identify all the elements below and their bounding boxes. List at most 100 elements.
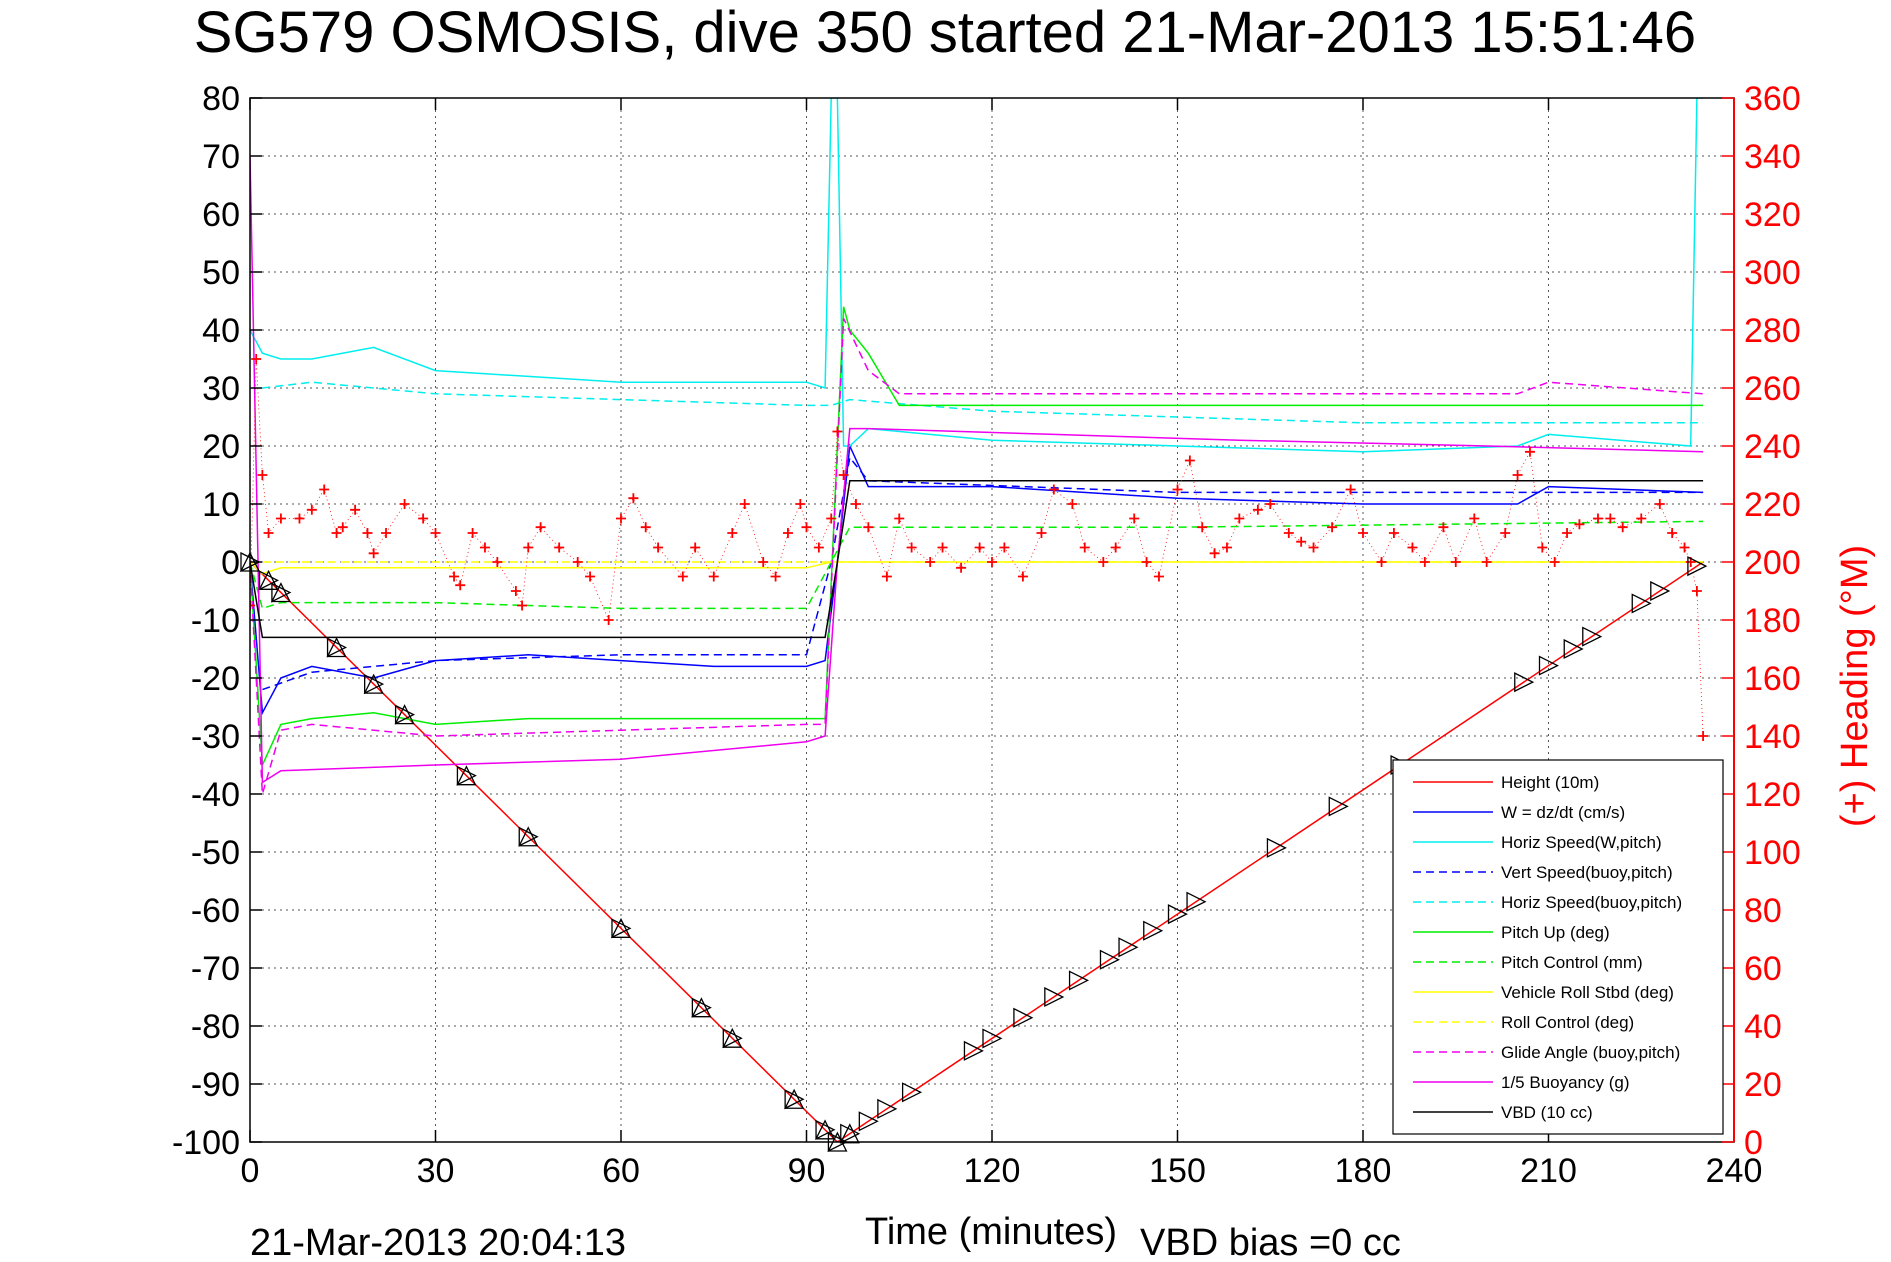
right-y-tick-label: 160 — [1744, 660, 1801, 698]
heading-point — [479, 542, 490, 553]
y-tick-label: 0 — [221, 544, 240, 582]
heading-point — [1358, 528, 1368, 538]
height-marker — [1328, 796, 1349, 817]
heading-point — [294, 513, 305, 524]
heading-point — [1265, 499, 1276, 509]
x-tick-label: 0 — [241, 1152, 260, 1190]
footer-vbd-bias: VBD bias =0 cc — [1140, 1222, 1401, 1262]
heading-point — [467, 528, 478, 538]
heading-point — [832, 426, 843, 437]
y-tick-label: 70 — [202, 138, 240, 176]
series-line-w-dz-dt-cm-s — [250, 443, 1704, 716]
height-marker — [901, 1082, 923, 1103]
heading-point — [974, 542, 985, 553]
right-y-tick-label: 220 — [1744, 486, 1801, 524]
height-marker — [784, 1088, 805, 1109]
heading-point — [337, 522, 348, 533]
series-line-vbd-10-cc — [250, 480, 1704, 639]
heading-point — [1153, 571, 1164, 582]
heading-point — [492, 557, 503, 567]
heading-point — [510, 586, 521, 596]
footer-timestamp: 21-Mar-2013 20:04:13 — [250, 1222, 626, 1262]
x-tick-label: 30 — [417, 1152, 455, 1190]
heading-point — [350, 504, 361, 515]
legend-box — [1392, 759, 1724, 1135]
heading-point — [727, 528, 738, 538]
legend-label: Horiz Speed(buoy,pitch) — [1501, 893, 1682, 912]
legend-label: Vert Speed(buoy,pitch) — [1501, 863, 1673, 882]
heading-point — [925, 557, 936, 567]
heading-point — [1407, 542, 1418, 553]
heading-point — [1636, 513, 1647, 524]
heading-point — [418, 513, 429, 524]
heading-point — [1067, 499, 1078, 509]
heading-point — [1172, 484, 1183, 495]
right-y-tick-label: 280 — [1744, 312, 1801, 350]
height-marker — [1514, 672, 1535, 693]
heading-point — [770, 571, 781, 582]
heading-point — [1481, 557, 1492, 567]
height-marker — [982, 1028, 1003, 1049]
y-tick-label: 10 — [202, 486, 240, 524]
x-tick-label: 120 — [964, 1152, 1021, 1190]
heading-point — [1184, 455, 1195, 466]
x-tick-label: 180 — [1335, 1152, 1392, 1190]
legend-label: Height (10m) — [1501, 773, 1599, 792]
height-marker — [1538, 655, 1559, 676]
heading-point — [306, 504, 317, 515]
heading-point — [628, 493, 639, 504]
y-tick-label: -40 — [191, 776, 240, 814]
height-marker — [1044, 986, 1065, 1008]
heading-point — [826, 513, 837, 524]
height-marker — [394, 704, 416, 725]
height-marker — [840, 1123, 861, 1144]
height-marker — [722, 1027, 743, 1048]
right-y-tick-label: 20 — [1744, 1066, 1782, 1104]
legend-label: VBD (10 cc) — [1501, 1103, 1593, 1122]
y-tick-label: -80 — [191, 1008, 240, 1046]
height-marker — [258, 570, 280, 591]
x-axis-label: Time (minutes) — [865, 1211, 1117, 1253]
series-line-vert-speed-buoy-pitch — [262, 455, 1704, 691]
heading-point — [535, 522, 546, 533]
heading-point — [250, 600, 255, 611]
legend-label: Horiz Speed(W,pitch) — [1501, 833, 1662, 852]
heading-point — [1562, 528, 1573, 538]
heading-point — [1110, 542, 1121, 553]
height-marker — [1186, 891, 1207, 912]
legend-label: Roll Control (deg) — [1501, 1013, 1634, 1032]
heading-point — [1500, 528, 1511, 538]
heading-point — [362, 528, 373, 538]
y-tick-label: -50 — [191, 834, 240, 872]
y-tick-label: 50 — [202, 254, 240, 292]
heading-point — [1234, 513, 1245, 524]
legend-label: W = dz/dt (cm/s) — [1501, 803, 1625, 822]
height-marker — [456, 765, 477, 786]
heading-point — [1388, 528, 1399, 538]
height-marker — [1118, 937, 1139, 958]
heading-point — [1345, 484, 1356, 495]
heading-point — [1438, 522, 1449, 533]
heading-point — [603, 615, 614, 625]
right-y-tick-label: 80 — [1744, 892, 1782, 930]
chart-title: SG579 OSMOSIS, dive 350 started 21-Mar-2… — [194, 0, 1696, 65]
height-marker — [326, 637, 347, 658]
height-marker — [1068, 970, 1090, 991]
legend: Height (10m) W = dz/dt (cm/s) Horiz Speed(… — [1392, 759, 1724, 1135]
heading-point — [1036, 528, 1047, 538]
heading-point — [1667, 528, 1678, 538]
heading-point — [795, 499, 806, 509]
y-tick-label: 40 — [202, 312, 240, 350]
series-line-pitch-control-mm — [250, 520, 1704, 610]
heading-point — [1419, 557, 1430, 567]
height-marker — [611, 918, 632, 939]
heading-point — [1327, 522, 1338, 533]
y-tick-label: -20 — [191, 660, 240, 698]
height-marker — [258, 569, 279, 590]
heading-point — [1209, 548, 1220, 559]
right-y-tick-label: 260 — [1744, 370, 1801, 408]
heading-point — [331, 528, 342, 538]
y-tick-label: -10 — [191, 602, 240, 640]
x-tick-label: 60 — [602, 1152, 640, 1190]
heading-point — [838, 470, 849, 480]
